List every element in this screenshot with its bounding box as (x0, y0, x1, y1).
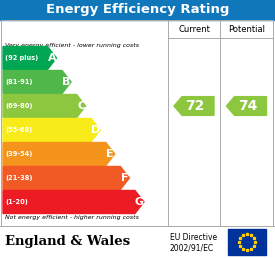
Text: B: B (62, 77, 71, 87)
Bar (1, 20, 273, 226)
Polygon shape (227, 97, 266, 115)
Text: (21-38): (21-38) (5, 175, 32, 181)
Polygon shape (3, 94, 86, 117)
Text: (55-68): (55-68) (5, 127, 32, 133)
Text: Not energy efficient - higher running costs: Not energy efficient - higher running co… (5, 215, 139, 220)
Text: Potential: Potential (228, 25, 265, 34)
Text: (92 plus): (92 plus) (5, 55, 38, 61)
Text: (81-91): (81-91) (5, 79, 32, 85)
Polygon shape (3, 46, 56, 69)
Polygon shape (3, 70, 71, 93)
Text: 74: 74 (238, 99, 257, 113)
Text: E: E (106, 149, 114, 159)
Bar (0, 0, 275, 20)
Polygon shape (3, 118, 100, 141)
Text: Very energy efficient - lower running costs: Very energy efficient - lower running co… (5, 43, 139, 48)
Text: EU Directive: EU Directive (170, 233, 217, 242)
Text: C: C (77, 101, 85, 111)
Text: England & Wales: England & Wales (5, 236, 130, 248)
Text: G: G (135, 197, 144, 207)
Text: 2002/91/EC: 2002/91/EC (170, 244, 214, 253)
Polygon shape (3, 166, 129, 189)
Text: 72: 72 (185, 99, 205, 113)
Text: (1-20): (1-20) (5, 199, 28, 205)
Text: (39-54): (39-54) (5, 151, 32, 157)
Text: Energy Efficiency Rating: Energy Efficiency Rating (46, 3, 229, 15)
Polygon shape (3, 190, 144, 214)
Bar (228, 229, 266, 255)
Text: Current: Current (178, 25, 210, 34)
Text: A: A (48, 53, 56, 63)
Text: (69-80): (69-80) (5, 103, 32, 109)
Polygon shape (174, 97, 214, 115)
Text: D: D (91, 125, 100, 135)
Text: F: F (121, 173, 129, 183)
Polygon shape (3, 142, 115, 165)
